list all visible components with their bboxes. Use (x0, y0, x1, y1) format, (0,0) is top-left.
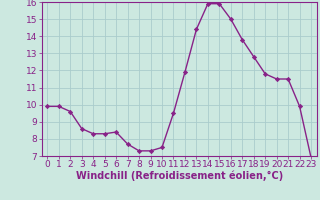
X-axis label: Windchill (Refroidissement éolien,°C): Windchill (Refroidissement éolien,°C) (76, 171, 283, 181)
